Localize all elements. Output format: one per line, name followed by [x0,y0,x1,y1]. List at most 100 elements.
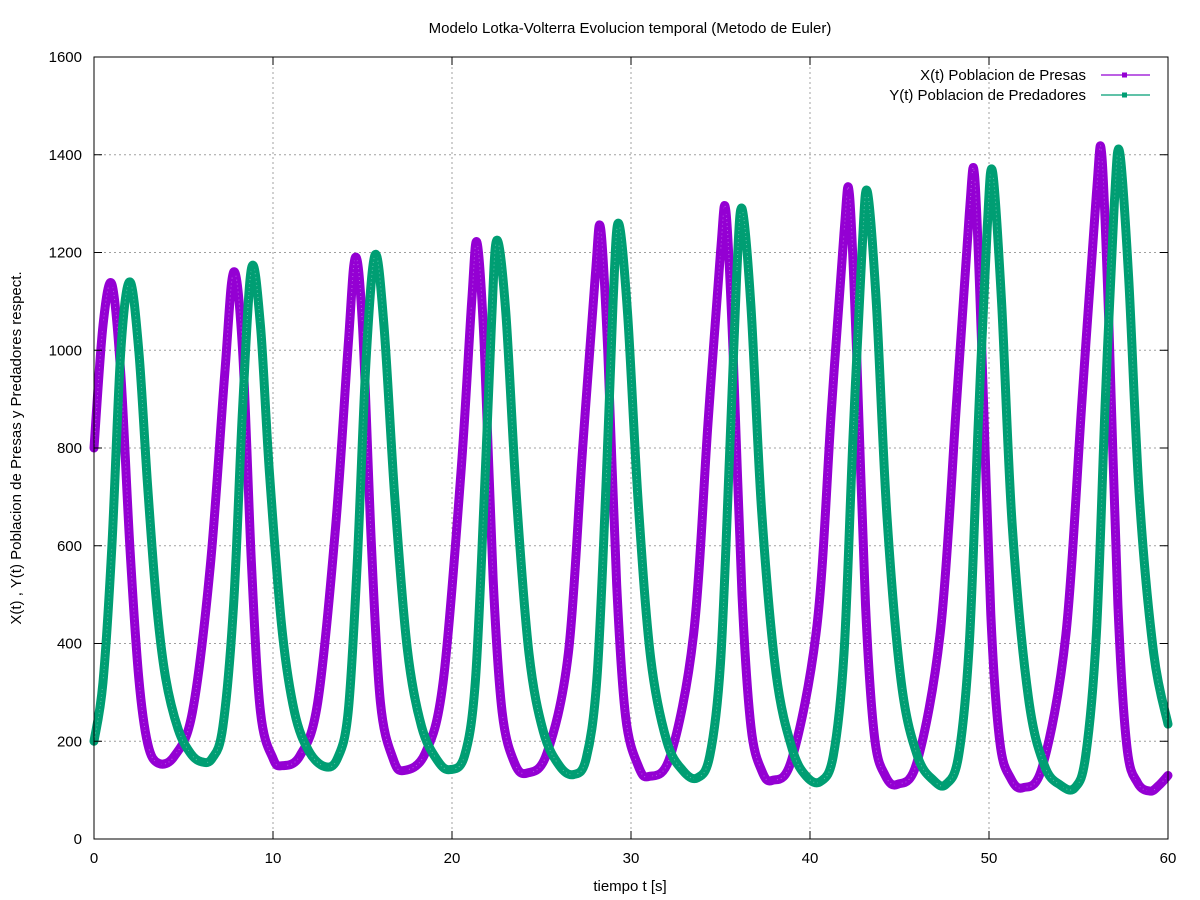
data-point [1123,742,1131,750]
x-axis-label: tiempo t [s] [593,878,666,895]
data-point [897,679,905,687]
data-point [188,708,196,716]
data-point [849,434,857,442]
data-point [539,727,547,735]
data-point [591,273,599,281]
data-point [840,649,848,657]
data-point [332,522,340,530]
data-point [154,759,162,767]
data-point [722,207,730,215]
data-point [758,508,766,516]
x-tick-label: 0 [90,850,98,867]
data-point [974,420,982,428]
data-point [1114,600,1122,608]
data-point [597,224,605,232]
data-point [622,713,630,721]
data-point [144,483,152,491]
data-point [457,468,465,476]
data-point [511,759,519,767]
data-point [663,737,671,745]
data-point [863,187,871,195]
data-point [171,752,179,760]
data-point [351,253,359,261]
data-point [930,776,938,784]
x-tick-label: 20 [444,850,461,867]
data-point [1135,493,1143,501]
data-point [582,754,590,762]
data-point [473,239,481,247]
data-point [768,776,776,784]
data-point [813,620,821,628]
data-point [256,708,264,716]
data-point [1146,787,1154,795]
data-point [634,762,642,770]
data-point [239,405,247,413]
y-tick-label: 1000 [49,342,82,359]
data-point [117,346,125,354]
data-point [788,745,796,753]
data-point [555,762,563,770]
data-point [845,190,853,198]
data-point [747,302,755,310]
data-point [717,659,724,667]
data-point [1101,395,1109,403]
data-point [208,754,216,762]
data-point [725,454,733,462]
data-point [937,625,945,633]
series-presas [89,141,1173,796]
data-point [602,483,610,491]
data-point [480,493,488,501]
data-point [942,780,950,788]
data-point [883,512,891,520]
data-point [870,732,878,740]
data-point [344,341,352,349]
data-point [1110,200,1118,208]
data-point [840,229,848,237]
data-point [706,752,714,760]
legend: X(t) Poblacion de Presas Y(t) Poblacion d… [889,67,1150,104]
data-point [403,644,411,652]
data-point [1092,630,1100,638]
data-point [872,297,880,305]
data-point [278,625,286,633]
y-tick-label: 200 [57,733,82,750]
data-point [634,498,642,506]
data-point [446,766,454,774]
data-point [679,767,687,775]
data-point [221,371,229,379]
data-point [1071,784,1079,792]
data-point [1057,781,1065,789]
y-axis-label: X(t) , Y(t) Poblacion de Presas y Predad… [8,271,25,624]
data-point [206,561,214,569]
data-point [733,273,741,281]
data-point [881,771,889,779]
tick-layer: 0 10 20 30 40 50 60020040060080010001200140016… [49,49,1177,867]
data-point [525,649,533,657]
data-point [219,723,227,731]
x-tick-label: 60 [1160,850,1177,867]
x-tick-label: 40 [802,850,819,867]
data-point [913,752,921,760]
data-point [1082,752,1090,760]
data-point [570,770,578,778]
data-point [996,737,1004,745]
data-point [333,754,341,762]
data-point [305,747,313,755]
data-point [1078,395,1086,403]
data-point [480,341,488,349]
data-point [989,168,997,176]
legend-entry: X(t) Poblacion de Presas [920,67,1150,84]
data-point [579,444,587,452]
legend-label: X(t) Poblacion de Presas [920,67,1086,84]
data-point [1116,148,1124,156]
data-point [609,297,617,305]
data-point [290,708,298,716]
data-point [126,542,134,550]
data-point [647,654,655,662]
series-predadores [89,144,1173,795]
legend-marker [1122,92,1127,98]
data-point [738,591,746,599]
legend-marker [1122,72,1127,78]
x-tick-label: 50 [981,850,998,867]
